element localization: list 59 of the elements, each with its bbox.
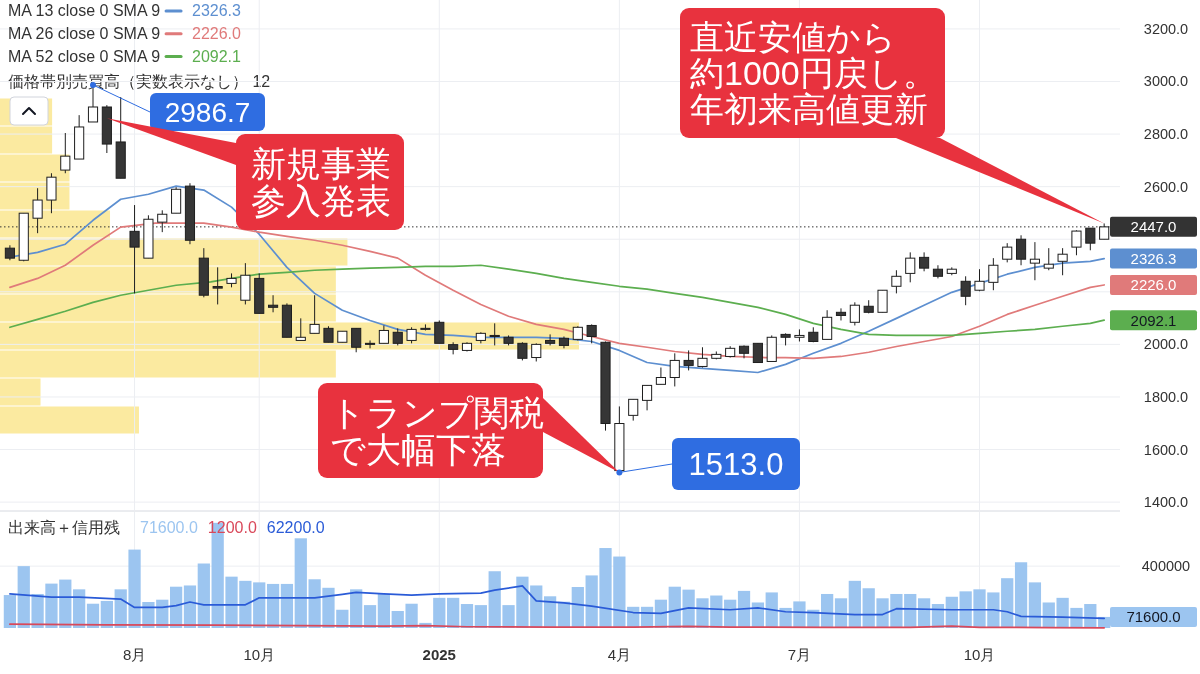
bar: [1028, 582, 1042, 628]
annotation: 1513.0: [688, 447, 784, 483]
y-tick-label: 2800.0: [1143, 126, 1189, 143]
bar: [280, 583, 294, 628]
chart-title: 出来高＋信用残: [8, 519, 120, 536]
axis-tag: 71600.0: [1110, 606, 1197, 627]
y-tick-label: 1400.0: [1143, 494, 1189, 511]
bar: [350, 589, 363, 628]
bar: [100, 600, 113, 628]
text: 2326.3: [192, 2, 241, 19]
line-series: [9, 264, 1106, 337]
y-tick-label: 2000.0: [1143, 336, 1189, 353]
x-tick-label: 10月: [243, 646, 276, 663]
annotation: トランプ関税で大幅下落: [330, 392, 544, 469]
y-tick-label: 1800.0: [1143, 388, 1189, 405]
legend-label: MA 13 close 0 SMA 9: [8, 2, 161, 19]
bar: [294, 538, 307, 628]
axis-tag: 2447.0: [1110, 216, 1197, 237]
text: 2226.0: [192, 24, 241, 42]
annotation: 62200.0: [266, 519, 325, 536]
x-tick-label: 7月: [787, 646, 812, 663]
bar: [1001, 578, 1014, 628]
annotation: 新規事業参入発表: [251, 144, 391, 221]
y-tick-label: 400000: [1141, 558, 1191, 575]
bar: [447, 597, 460, 628]
bar: [848, 580, 861, 628]
bar: [253, 582, 266, 628]
bar: [821, 593, 834, 628]
annotation: 直近安値から約1000円戻し。年初来高値更新: [690, 18, 937, 129]
axis-tag: 2226.0: [1110, 274, 1197, 295]
y-tick-label: 2600.0: [1143, 178, 1189, 195]
bar: [474, 605, 487, 628]
y-tick-label: 3000.0: [1143, 73, 1189, 90]
annotation: 71600.0: [140, 519, 198, 536]
data-label: 2326.3: [1130, 250, 1177, 267]
bar: [1014, 562, 1028, 628]
x-tick-label: 4月: [607, 646, 632, 663]
text: 2092.1: [192, 47, 241, 65]
y-tick-label: 3200.0: [1143, 20, 1189, 37]
annotation: 1200.0: [207, 519, 257, 536]
data-label: 2092.1: [1130, 311, 1177, 329]
x-tick-label: 10月: [963, 646, 996, 663]
bar: [834, 598, 848, 628]
bar: [197, 563, 210, 628]
axis-tag: 2326.3: [1110, 248, 1197, 269]
data-label: 2226.0: [1130, 276, 1177, 294]
annotation: 2986.7: [164, 97, 251, 129]
ref-line-label: 2447.0: [1130, 218, 1177, 236]
axis-tag: 2092.1: [1110, 310, 1197, 331]
x-tick-label: 8月: [122, 646, 147, 663]
bar: [266, 583, 280, 628]
legend-label: MA 52 close 0 SMA 9: [8, 47, 161, 65]
y-tick-label: 1600.0: [1143, 441, 1189, 458]
bar: [183, 585, 197, 628]
bar: [363, 605, 377, 628]
bar: [3, 595, 17, 628]
bar: [460, 604, 474, 628]
x-tick-label: 2025: [422, 646, 456, 663]
legend-label: MA 26 close 0 SMA 9: [8, 24, 161, 42]
